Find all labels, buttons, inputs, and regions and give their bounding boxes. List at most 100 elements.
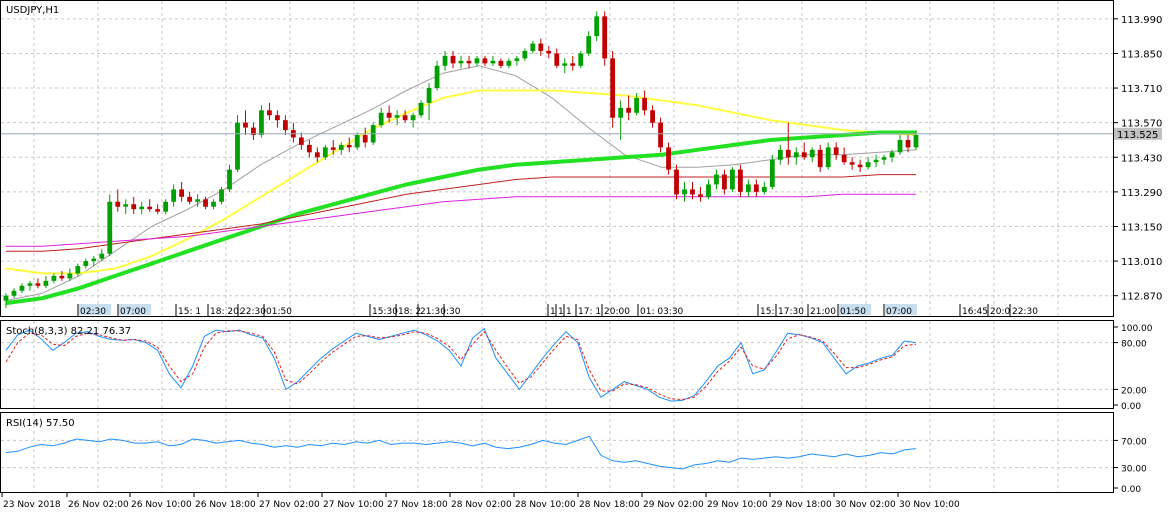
y-tick-label: 100.00 bbox=[1121, 324, 1153, 334]
candle-body bbox=[634, 97, 640, 113]
candle bbox=[498, 58, 504, 69]
candle bbox=[227, 164, 232, 192]
candle-body bbox=[530, 43, 536, 51]
candle bbox=[83, 258, 89, 269]
y-tick-label: 113.150 bbox=[1121, 222, 1162, 233]
candle bbox=[155, 204, 161, 215]
candle-body bbox=[75, 266, 81, 274]
candle-body bbox=[43, 280, 49, 286]
moving-average-line bbox=[5, 130, 916, 306]
candle bbox=[107, 194, 113, 257]
candle bbox=[658, 117, 663, 153]
candle-body bbox=[889, 152, 895, 158]
moving-averages bbox=[5, 65, 917, 306]
session-label: 01:50 bbox=[840, 307, 866, 317]
candle bbox=[354, 132, 360, 150]
candle-body bbox=[857, 164, 863, 168]
time-axis: 23 Nov 2018 26 Nov 02:00 26 Nov 10:00 26 No… bbox=[1, 492, 960, 510]
candle-body bbox=[195, 199, 200, 202]
rsi-grid bbox=[1, 413, 1113, 492]
session-label: 07:00 bbox=[886, 307, 912, 317]
candle-body bbox=[147, 206, 153, 210]
candle-body bbox=[817, 149, 823, 168]
candle-body bbox=[809, 149, 815, 158]
candle-body bbox=[913, 135, 919, 148]
x-tick-label: 23 Nov 2018 bbox=[3, 500, 61, 510]
stochastic-lines bbox=[5, 327, 917, 402]
candle-body bbox=[298, 137, 304, 145]
stochastic-axis: 100.00 80.00 20.00 0.00 bbox=[1114, 324, 1153, 412]
candle-body bbox=[211, 201, 216, 207]
candle-body bbox=[602, 16, 608, 59]
candle bbox=[522, 48, 528, 61]
session-label: 01:50 bbox=[266, 307, 292, 317]
candle bbox=[602, 11, 608, 66]
candle-body bbox=[235, 122, 240, 170]
candle-body bbox=[107, 201, 113, 254]
candle bbox=[506, 58, 512, 69]
candle bbox=[306, 139, 312, 158]
candle bbox=[554, 48, 560, 69]
candle-body bbox=[282, 120, 288, 131]
x-tick-label: 28 Nov 18:00 bbox=[579, 500, 640, 510]
candle-body bbox=[897, 139, 903, 153]
candle-body bbox=[474, 58, 480, 64]
x-tick-label: 28 Nov 02:00 bbox=[451, 500, 512, 510]
candle bbox=[99, 248, 105, 262]
candle bbox=[75, 263, 81, 276]
candle bbox=[402, 110, 408, 123]
x-tick-label: 26 Nov 10:00 bbox=[131, 500, 192, 510]
candle bbox=[809, 147, 815, 163]
candle bbox=[386, 105, 392, 123]
session-label: 1 bbox=[558, 307, 564, 317]
candle bbox=[235, 115, 240, 173]
candle bbox=[490, 55, 496, 66]
stochastic-frame bbox=[0, 320, 1114, 409]
candle-body bbox=[514, 58, 520, 61]
moving-average-line bbox=[5, 89, 917, 275]
stochastic-panel: Stoch(8,3,3) 82.21 76.37 100.00 80.00 20.0… bbox=[0, 320, 1153, 412]
current-price-value: 113.525 bbox=[1117, 130, 1158, 141]
candle bbox=[187, 191, 192, 205]
candle bbox=[259, 105, 264, 138]
candle bbox=[578, 50, 584, 69]
candle-body bbox=[626, 107, 632, 113]
x-tick-label: 28 Nov 10:00 bbox=[515, 500, 576, 510]
candle bbox=[434, 60, 440, 91]
candle-body bbox=[769, 159, 775, 187]
candle-body bbox=[522, 50, 528, 59]
candle-body bbox=[841, 154, 847, 163]
y-tick-label: 113.850 bbox=[1121, 49, 1162, 60]
candle bbox=[243, 110, 248, 136]
candle-body bbox=[753, 184, 759, 192]
candle bbox=[714, 169, 719, 190]
candle-body bbox=[243, 122, 248, 128]
candle bbox=[666, 142, 671, 175]
candle bbox=[634, 92, 640, 116]
candle-body bbox=[546, 50, 552, 54]
candle bbox=[123, 199, 129, 215]
y-tick-label: 113.010 bbox=[1121, 257, 1162, 268]
candle-body bbox=[346, 144, 352, 148]
candle-body bbox=[825, 147, 831, 168]
candle-body bbox=[227, 169, 232, 190]
candle-body bbox=[442, 55, 448, 66]
candle-body bbox=[506, 60, 512, 66]
candle bbox=[881, 154, 887, 165]
candle bbox=[546, 46, 552, 59]
candle bbox=[426, 83, 432, 121]
candle-body bbox=[203, 199, 208, 207]
candle bbox=[761, 181, 767, 195]
candle bbox=[251, 122, 256, 140]
candle-body bbox=[578, 53, 584, 66]
rsi-frame bbox=[0, 412, 1114, 493]
candle-body bbox=[19, 285, 25, 291]
candle bbox=[466, 55, 472, 69]
candle bbox=[19, 283, 25, 294]
price-grid bbox=[1, 1, 1113, 316]
session-label: 20:0 bbox=[990, 307, 1010, 317]
candle-body bbox=[434, 65, 440, 89]
candle-body bbox=[490, 60, 496, 64]
candle-body bbox=[554, 53, 560, 66]
